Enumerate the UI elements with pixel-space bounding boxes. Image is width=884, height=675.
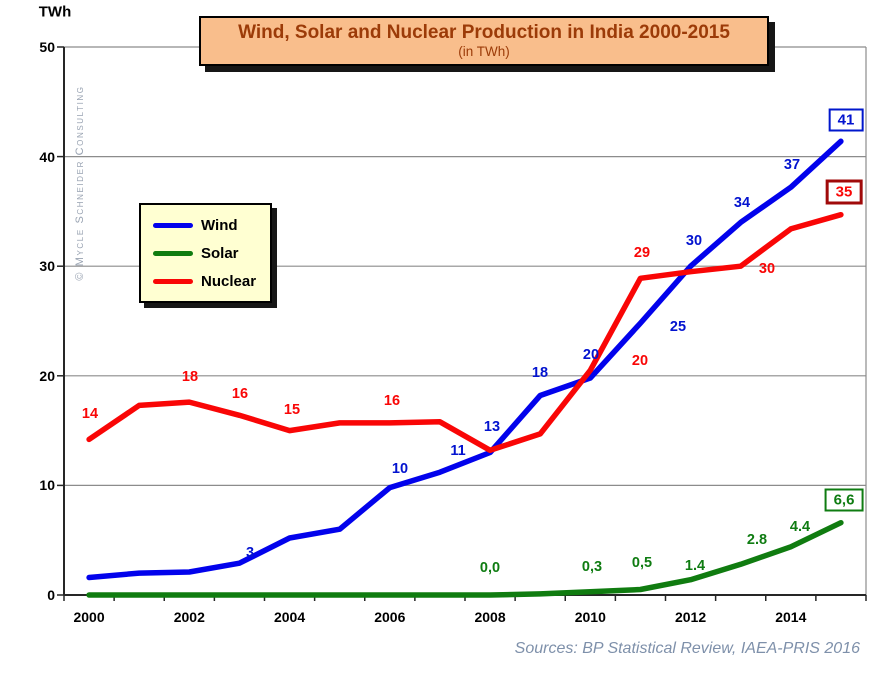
y-tick-label: 50: [39, 39, 55, 55]
nuclear-data-label: 15: [283, 402, 301, 418]
nuclear-data-label: 30: [758, 261, 776, 277]
solar-data-label: 4.4: [789, 519, 811, 535]
y-tick-label: 10: [39, 477, 55, 494]
nuclear-data-label: 16: [383, 393, 401, 409]
watermark-credit: © Mycle Schneider Consulting: [74, 85, 86, 281]
nuclear-data-label: 29: [633, 245, 651, 261]
x-tick-label: 2008: [474, 609, 506, 625]
wind-data-label: 10: [391, 461, 409, 477]
wind-end-value-box: 41: [828, 108, 864, 132]
legend-label-nuclear: Nuclear: [201, 272, 257, 290]
legend-item-nuclear: Nuclear: [153, 273, 270, 290]
wind-data-label: 25: [669, 319, 687, 335]
wind-data-label: 30: [685, 233, 703, 249]
y-tick-label: 0: [47, 587, 55, 603]
nuclear-data-label: 14: [81, 406, 99, 422]
solar-series-line: [86, 519, 844, 598]
wind-data-label: 20: [582, 347, 600, 363]
solar-line-swatch: [153, 250, 193, 256]
legend-item-wind: Wind: [153, 217, 270, 234]
solar-data-label: 2.8: [746, 532, 768, 548]
x-tick-label: 2000: [73, 609, 105, 625]
solar-data-label: 0,5: [631, 555, 653, 571]
solar-data-label: 0,0: [479, 560, 501, 576]
wind-series-line: [86, 138, 844, 581]
chart-title-box: Wind, Solar and Nuclear Production in In…: [199, 16, 769, 66]
wind-data-label: 37: [783, 157, 801, 173]
nuclear-end-value-box: 35: [825, 179, 863, 205]
y-axis-title: TWh: [38, 3, 72, 21]
y-tick-label: 20: [39, 367, 55, 384]
wind-data-label: 11: [450, 443, 466, 459]
x-tick-label: 2014: [775, 609, 807, 625]
chart-title: Wind, Solar and Nuclear Production in In…: [238, 22, 730, 44]
nuclear-data-label: 16: [231, 386, 249, 402]
legend: Wind Solar Nuclear: [139, 203, 272, 303]
x-tick-label: 2010: [574, 609, 606, 625]
legend-label-wind: Wind: [201, 216, 238, 234]
nuclear-data-label: 18: [181, 369, 199, 385]
y-tick-label: 40: [39, 148, 55, 165]
solar-data-label: 1.4: [684, 558, 706, 574]
nuclear-data-label: 20: [631, 353, 649, 369]
wind-data-label: 18: [531, 365, 549, 381]
x-tick-label: 2004: [273, 609, 306, 625]
wind-line-swatch: [153, 222, 193, 228]
x-tick-label: 2002: [173, 609, 205, 625]
chart-subtitle: (in TWh): [458, 44, 510, 60]
legend-item-solar: Solar: [153, 245, 270, 262]
wind-data-label: 3: [245, 545, 255, 561]
x-tick-label: 2006: [374, 609, 406, 625]
wind-data-label: 34: [733, 195, 751, 211]
nuclear-line-swatch: [153, 278, 193, 284]
nuclear-series-line: [86, 211, 844, 454]
y-tick-label: 30: [39, 258, 55, 275]
legend-label-solar: Solar: [201, 244, 239, 262]
source-note: Sources: BP Statistical Review, IAEA-PRI…: [514, 640, 860, 657]
x-tick-label: 2012: [674, 609, 707, 625]
wind-data-label: 13: [483, 419, 501, 435]
solar-data-label: 0,3: [581, 559, 603, 575]
solar-end-value-box: 6,6: [824, 488, 864, 512]
